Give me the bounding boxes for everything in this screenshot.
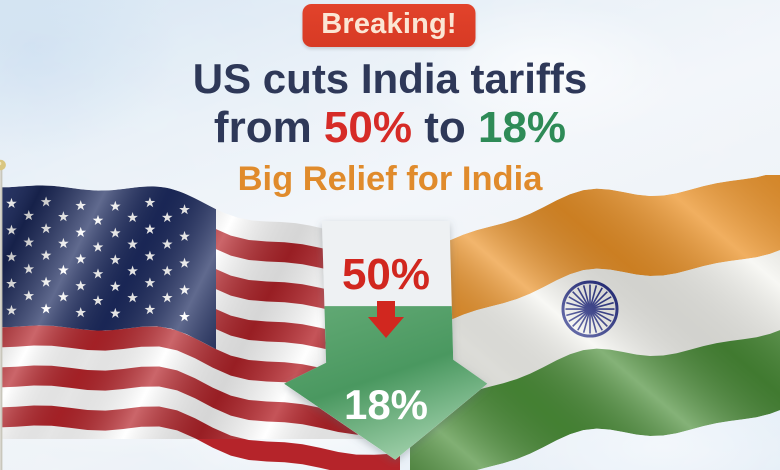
svg-text:50%: 50%	[342, 250, 430, 299]
svg-text:18%: 18%	[344, 381, 428, 428]
